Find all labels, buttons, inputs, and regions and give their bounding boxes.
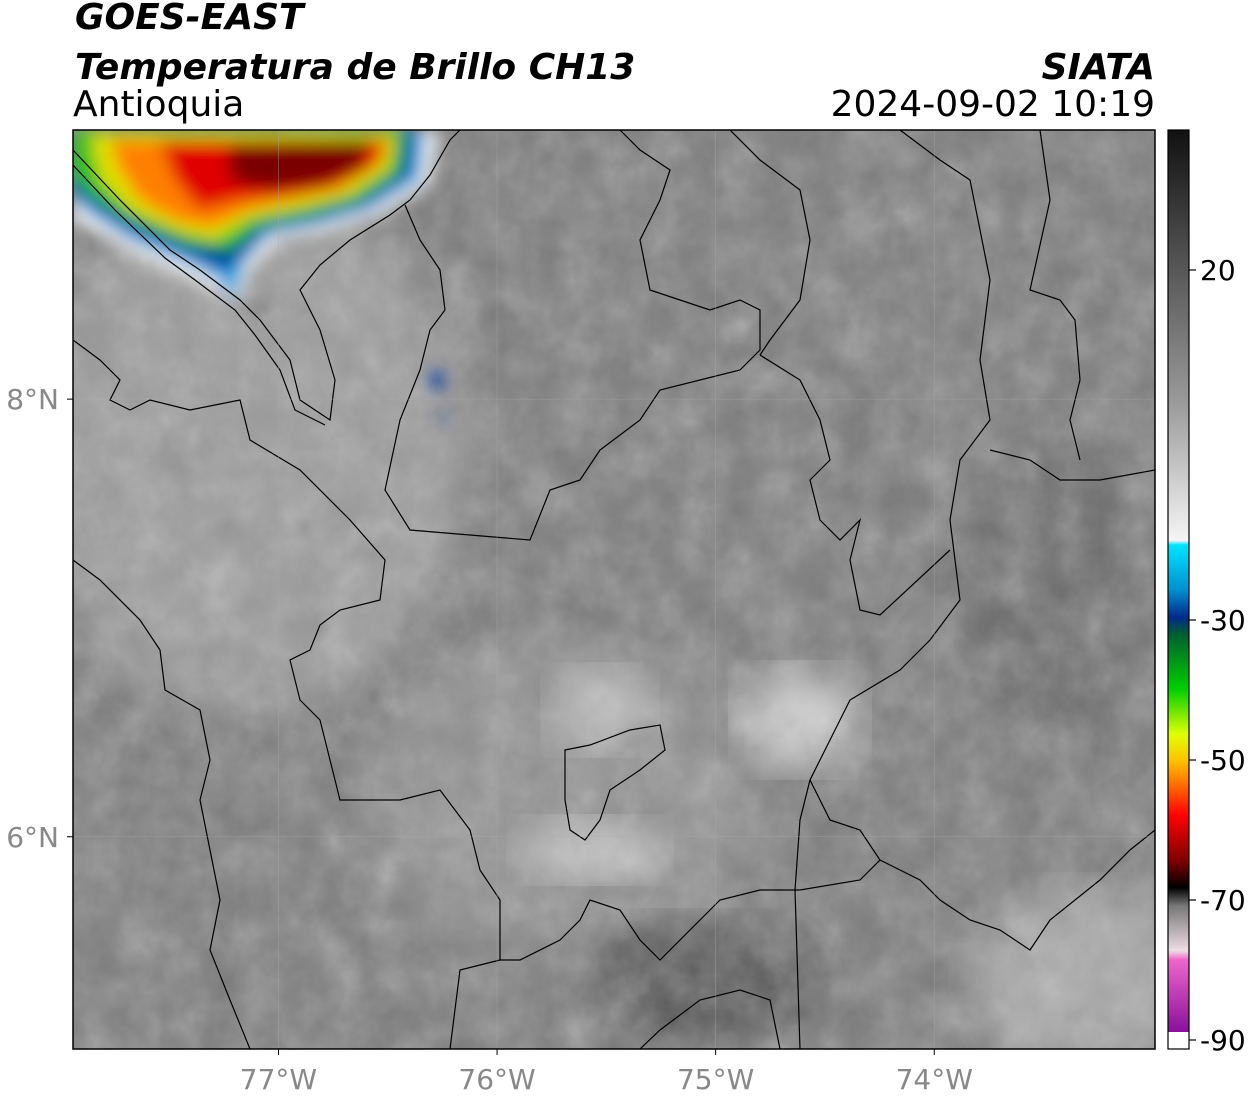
map-frame	[72, 129, 1156, 1050]
colorbar-under	[1168, 1032, 1189, 1049]
region-label: Antioquia	[73, 84, 244, 125]
lon-tick-label: 77°W	[240, 1063, 317, 1096]
satellite-image	[73, 130, 1155, 1049]
source-label: SIATA	[1042, 47, 1155, 88]
product-title: Temperatura de Brillo CH13	[75, 47, 635, 88]
lon-tick-label: 75°W	[677, 1063, 754, 1096]
colorbar-tick-label: -30	[1200, 604, 1246, 637]
lat-tick-label: 8°N	[6, 383, 59, 416]
colorbar-tick-label: -90	[1200, 1024, 1246, 1057]
colorbar-ramp	[1168, 130, 1189, 1032]
boundaries	[73, 130, 1155, 1049]
colorbar-tick-label: -50	[1200, 744, 1246, 777]
colorbar: 20 -30 -50 -70 -90	[1167, 129, 1246, 1057]
lon-tick-label: 74°W	[896, 1063, 973, 1096]
colorbar-tick-label: -70	[1200, 884, 1246, 917]
lat-tick-label: 6°N	[6, 821, 59, 854]
colorbar-tick-label: 20	[1200, 254, 1236, 287]
lon-tick-label: 76°W	[458, 1063, 535, 1096]
colorbar-frame	[1167, 129, 1190, 1050]
satellite-title: GOES-EAST	[75, 0, 306, 38]
datetime-label: 2024-09-02 10:19	[831, 84, 1155, 125]
